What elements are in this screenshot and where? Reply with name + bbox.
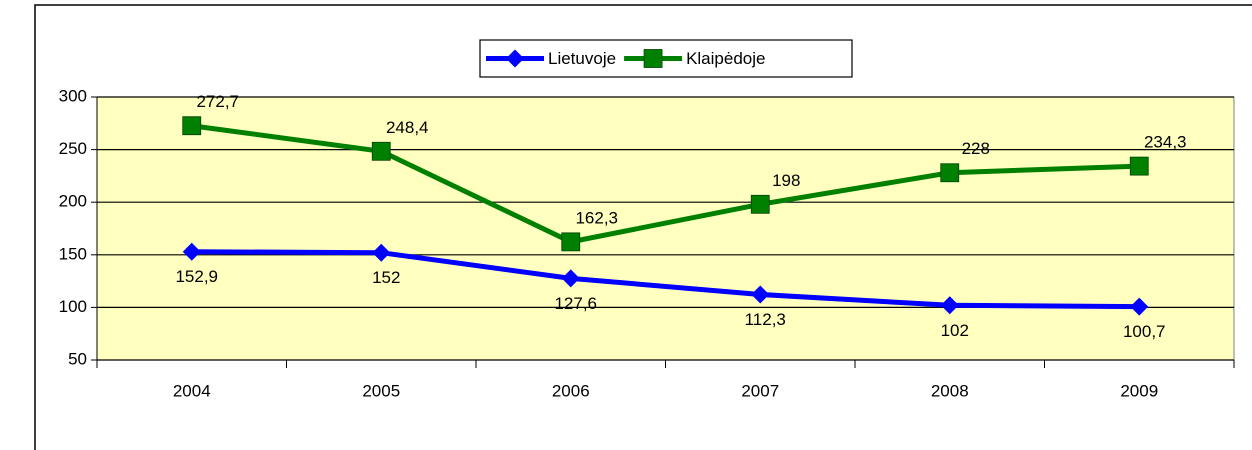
data-label: 228: [962, 139, 990, 158]
data-label: 152,9: [175, 267, 218, 286]
data-label: 162,3: [575, 208, 618, 227]
legend-label: Lietuvoje: [548, 49, 616, 68]
y-tick-label: 250: [59, 139, 87, 158]
point: [182, 242, 201, 261]
data-label: 127,6: [554, 294, 597, 313]
point: [1130, 297, 1149, 316]
data-label: 234,3: [1144, 133, 1187, 152]
data-label: 100,7: [1123, 322, 1166, 341]
data-label: 198: [772, 171, 800, 190]
series-line: [191, 249, 1140, 310]
y-tick-label: 300: [59, 86, 87, 105]
chart-frame: [34, 4, 1252, 450]
x-tick-label: 2008: [931, 381, 969, 400]
legend-marker: [506, 49, 524, 68]
point: [940, 163, 960, 183]
y-tick-label: 150: [59, 244, 87, 263]
data-label: 112,3: [745, 310, 786, 329]
y-tick-label: 100: [59, 297, 87, 316]
point: [561, 269, 580, 288]
point: [372, 243, 391, 262]
legend-label: Klaipėdoje: [686, 49, 765, 68]
point: [940, 296, 959, 315]
y-tick-label: 50: [68, 349, 87, 368]
x-tick-label: 2004: [173, 381, 211, 400]
point: [751, 285, 770, 304]
x-tick-label: 2009: [1120, 381, 1158, 400]
data-label: 272,7: [196, 92, 239, 111]
legend-marker: [643, 49, 663, 68]
point: [1129, 156, 1149, 176]
data-label: 152: [372, 268, 400, 287]
point: [561, 232, 581, 252]
x-tick-label: 2007: [741, 381, 779, 400]
series-line: [191, 123, 1140, 245]
data-label: 102: [941, 321, 969, 340]
point: [371, 141, 391, 161]
x-tick-label: 2005: [362, 381, 400, 400]
data-label: 248,4: [386, 118, 429, 137]
x-tick-label: 2006: [552, 381, 590, 400]
point: [750, 194, 770, 214]
y-tick-label: 200: [59, 192, 87, 211]
point: [182, 116, 202, 136]
